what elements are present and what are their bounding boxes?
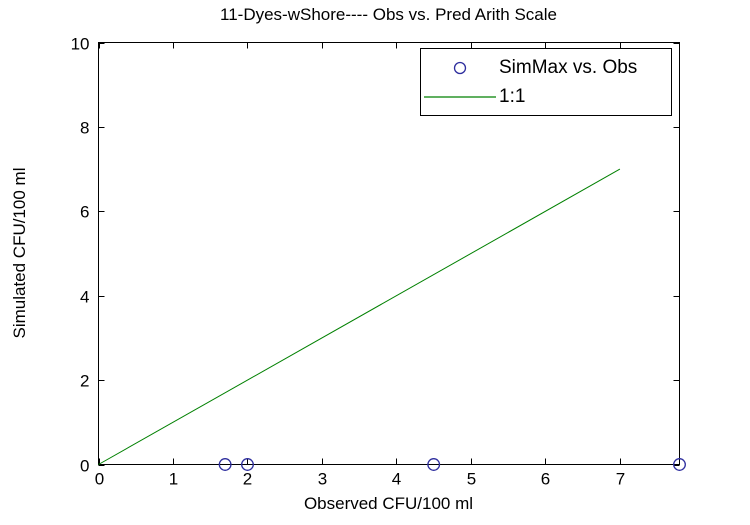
y-tick-label: 10 xyxy=(71,35,90,54)
x-tick-label: 2 xyxy=(243,470,252,489)
circle-marker-icon xyxy=(453,61,467,74)
y-tick-label: 6 xyxy=(80,203,89,222)
legend-label-simmax: SimMax vs. Obs xyxy=(499,56,638,78)
x-tick-label: 3 xyxy=(318,470,327,489)
legend-item-one-to-one: 1:1 xyxy=(421,82,671,111)
data-point xyxy=(218,458,232,471)
y-tick-label: 4 xyxy=(80,288,89,307)
chart-title: 11-Dyes-wShore---- Obs vs. Pred Arith Sc… xyxy=(220,5,557,24)
y-tick-label: 0 xyxy=(80,457,89,476)
x-tick-label: 1 xyxy=(169,470,178,489)
x-tick-label: 6 xyxy=(541,470,550,489)
x-axis-label: Observed CFU/100 ml xyxy=(303,494,474,513)
legend-label-one-to-one: 1:1 xyxy=(499,85,526,107)
line-marker-icon xyxy=(424,95,496,98)
x-tick-label: 5 xyxy=(467,470,476,489)
x-tick-label: 0 xyxy=(95,470,104,489)
legend: SimMax vs. Obs 1:1 xyxy=(420,48,672,116)
plot-box xyxy=(98,42,680,465)
data-point xyxy=(427,458,441,471)
one-to-one-line xyxy=(98,168,621,465)
data-point xyxy=(673,458,686,471)
y-axis-label: Simulated CFU/100 ml xyxy=(10,167,29,339)
x-tick-label: 4 xyxy=(392,470,401,489)
y-tick-label: 8 xyxy=(80,119,89,138)
legend-item-simmax: SimMax vs. Obs xyxy=(421,53,671,82)
y-tick-label: 2 xyxy=(80,372,89,391)
data-point xyxy=(241,458,254,471)
legend-marker-area xyxy=(421,60,499,76)
legend-marker-area xyxy=(421,89,499,105)
x-tick-label: 7 xyxy=(616,470,625,489)
